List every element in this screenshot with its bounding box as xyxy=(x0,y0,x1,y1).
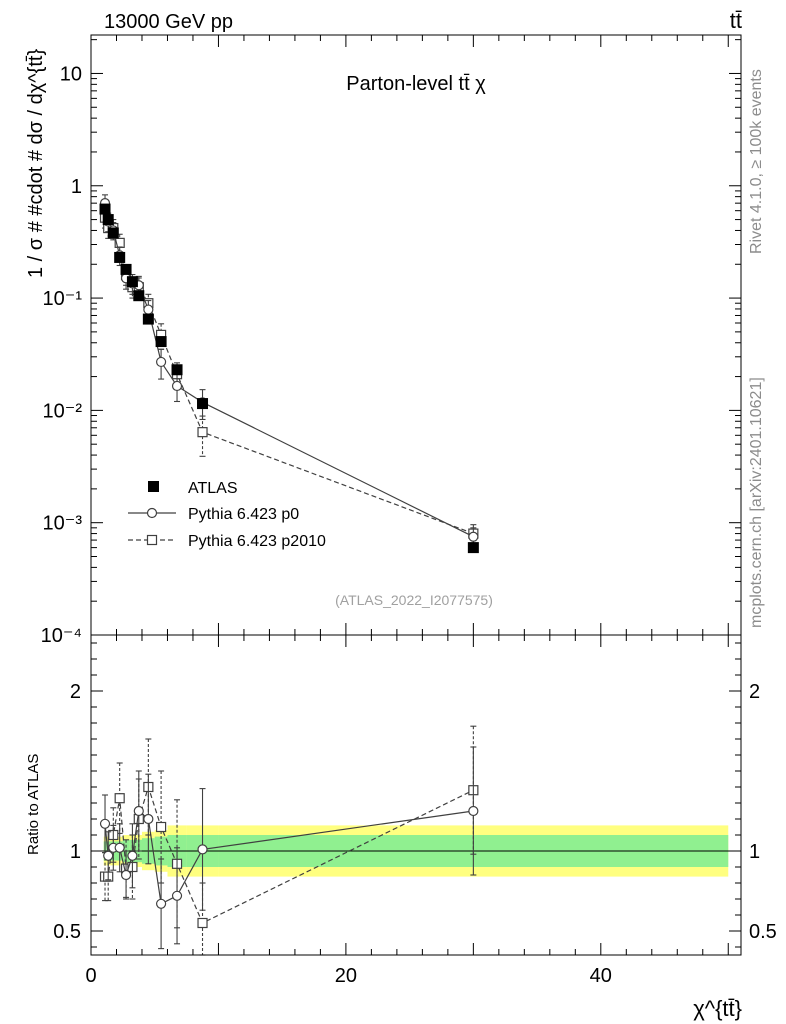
ratio-axis-label: Ratio to ATLAS xyxy=(25,754,42,855)
ratio-tick-label-right-1: 1 xyxy=(749,841,760,863)
x-axis-label: χ^{tt̄} xyxy=(693,996,742,1021)
atlas-marker-10 xyxy=(197,398,209,410)
ratio-p0-marker-6 xyxy=(133,805,144,817)
ratio-panel-frame xyxy=(90,634,742,956)
y-tick-label-5: 10⁻⁴ xyxy=(41,625,82,647)
y-tick-label-3: 10⁻² xyxy=(43,400,83,422)
ratio-p0-marker-0 xyxy=(99,818,111,829)
atlas-marker-5 xyxy=(126,276,138,288)
legend-p0-marker xyxy=(146,507,158,519)
ratio-p2010-marker-8 xyxy=(155,821,167,833)
ratio-p0-marker-5 xyxy=(127,850,138,861)
legend-atlas-marker xyxy=(148,481,159,492)
ratio-tick-label-left-0: 2 xyxy=(70,681,81,703)
legend: ATLAS Pythia 6.423 p0 Pythia 6.423 p2010 xyxy=(128,480,326,550)
ratio-p0-marker-9 xyxy=(171,890,183,901)
y-tick-label-2: 10⁻¹ xyxy=(43,288,83,310)
uncertainty-bands xyxy=(91,825,741,877)
p0-marker-8 xyxy=(155,356,167,368)
rivet-version-label: Rivet 4.1.0, ≥ 100k events xyxy=(748,69,765,254)
atlas-marker-0 xyxy=(99,203,111,215)
axis-ticks: 0 20 40 10 1 10⁻¹ 10⁻² 10⁻³ 10⁻⁴ 2 2 1 1 0.5 0.5 xyxy=(41,35,777,987)
plot-title: Parton-level tt̄ χ xyxy=(346,73,486,95)
atlas-marker-1 xyxy=(102,214,114,226)
ratio-p0-marker-7 xyxy=(143,813,154,825)
atlas-marker-4 xyxy=(120,263,132,275)
atlas-marker-7 xyxy=(142,313,154,325)
ratio-panel-marks xyxy=(99,725,479,956)
y-tick-label-0: 10 xyxy=(60,63,82,85)
atlas-marker-3 xyxy=(114,251,126,263)
ratio-p0-marker-1 xyxy=(103,850,114,861)
ratio-p0-marker-8 xyxy=(155,898,167,909)
header-energy-label: 13000 GeV pp xyxy=(104,11,233,33)
x-tick-label-1: 20 xyxy=(335,965,357,987)
legend-atlas-label: ATLAS xyxy=(188,480,238,497)
legend-p2010-label: Pythia 6.423 p2010 xyxy=(188,533,326,550)
p2010-marker-10 xyxy=(197,427,208,438)
atlas-marker-11 xyxy=(467,542,479,554)
ratio-p2010-marker-3 xyxy=(114,793,125,804)
ratio-p0-marker-10 xyxy=(197,844,208,855)
ratio-tick-label-right-0: 2 xyxy=(749,681,760,703)
p0-marker-11 xyxy=(468,531,479,542)
ratio-tick-label-left-1: 1 xyxy=(70,841,81,863)
main-panel-marks xyxy=(99,194,479,554)
ratio-tick-label-right-2: 0.5 xyxy=(749,921,777,943)
header-process-label: tt̄ xyxy=(730,8,742,33)
ratio-p0-marker-3 xyxy=(114,842,125,853)
legend-p0-label: Pythia 6.423 p0 xyxy=(188,506,299,523)
ratio-p0-marker-4 xyxy=(120,869,132,881)
x-tick-label-0: 0 xyxy=(85,965,96,987)
mcplots-label: mcplots.cern.ch [arXiv:2401.10621] xyxy=(748,377,765,628)
analysis-id-label: (ATLAS_2022_I2077575) xyxy=(335,592,493,608)
y-tick-label-4: 10⁻³ xyxy=(43,513,83,535)
legend-p2010-marker xyxy=(146,534,158,546)
x-tick-label-2: 40 xyxy=(590,965,612,987)
atlas-marker-6 xyxy=(133,290,145,302)
p0-marker-7 xyxy=(143,304,154,315)
ratio-tick-label-left-2: 0.5 xyxy=(53,921,81,943)
ratio-p2010-marker-10 xyxy=(197,917,208,929)
ratio-p0-marker-11 xyxy=(468,805,479,817)
p0-line xyxy=(104,203,474,538)
p0-marker-9 xyxy=(171,380,183,392)
p2010-line xyxy=(104,217,474,535)
y-axis-label: 1 / σ # #cdot # dσ / dχ^{tt̄} xyxy=(25,49,47,278)
y-tick-label-1: 1 xyxy=(71,176,82,198)
atlas-marker-2 xyxy=(107,227,119,239)
atlas-marker-8 xyxy=(155,336,167,348)
atlas-marker-9 xyxy=(171,364,183,376)
